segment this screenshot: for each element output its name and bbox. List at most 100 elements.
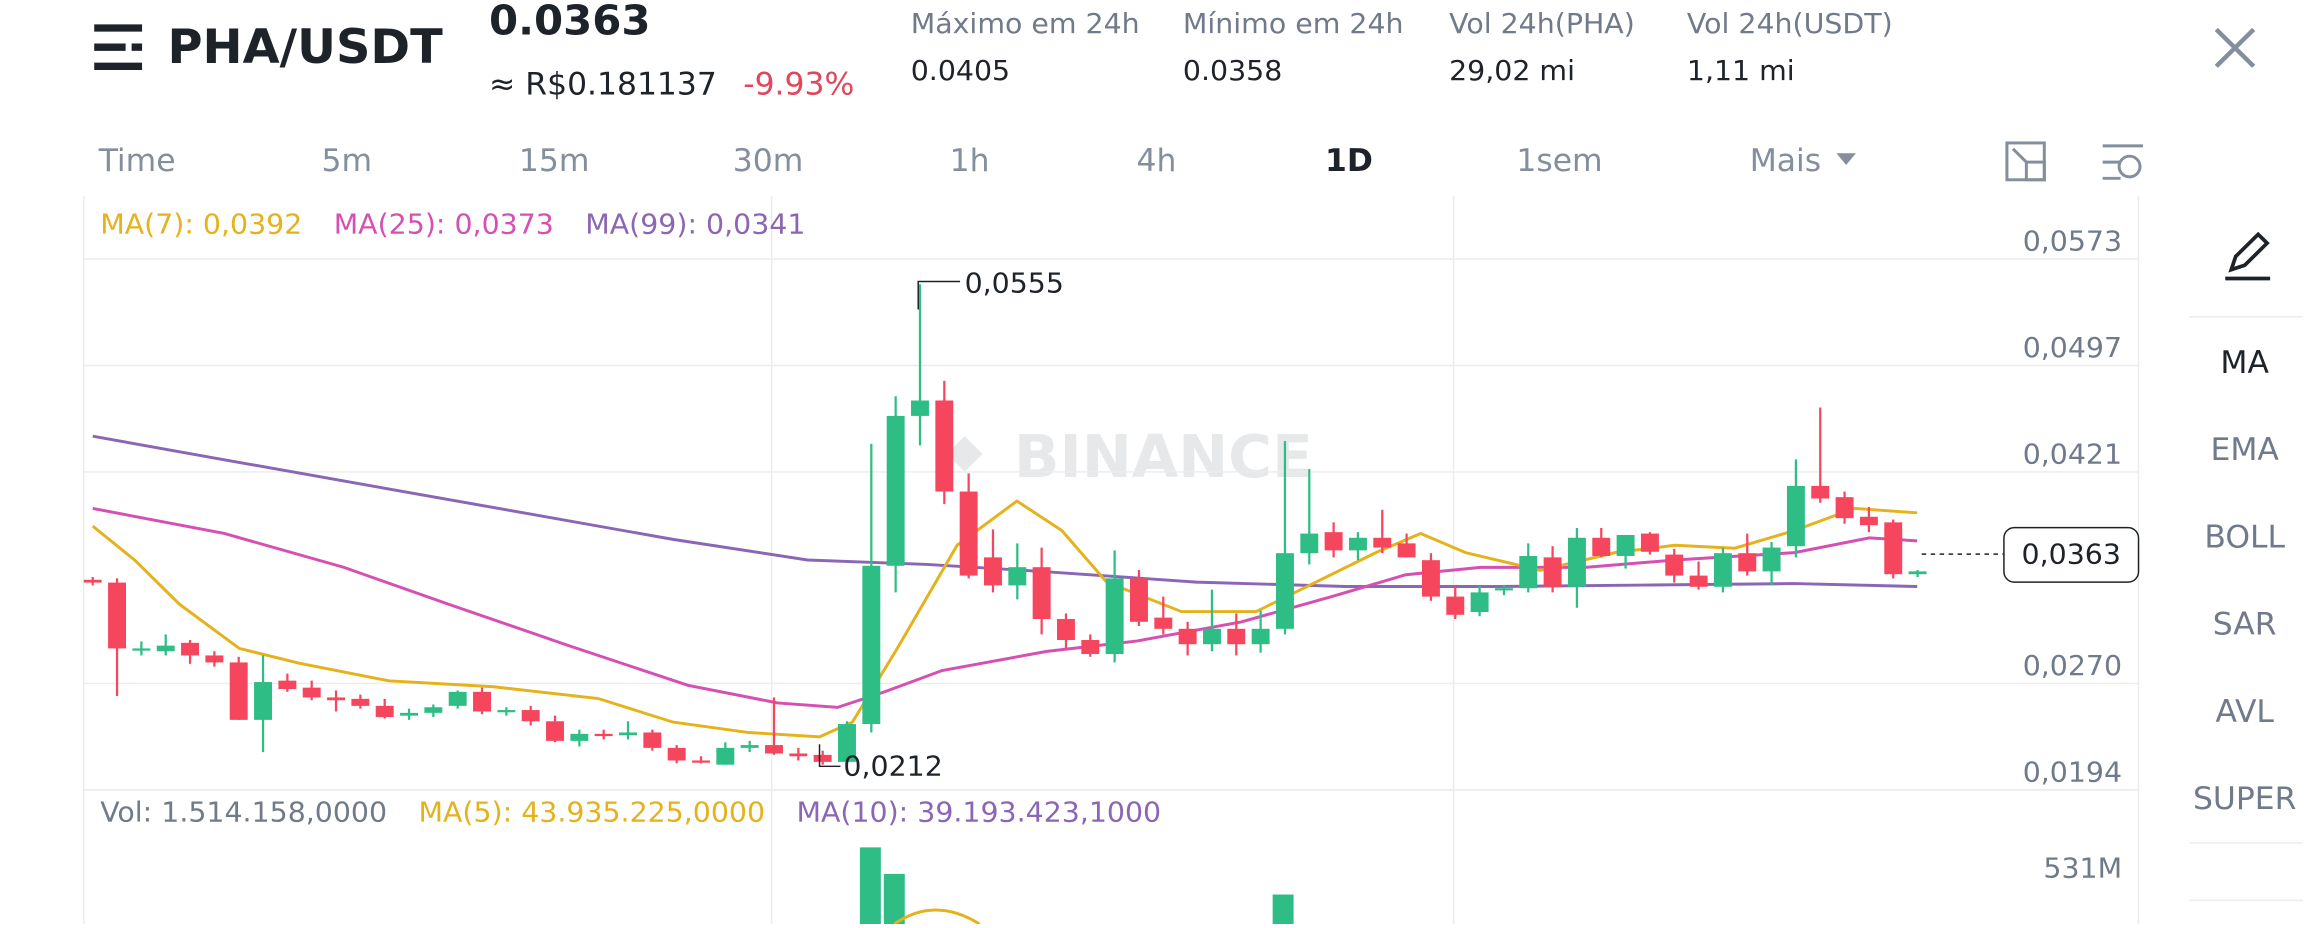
- candle-body: [1251, 628, 1270, 645]
- candle-body: [1470, 592, 1489, 613]
- candle-body: [1324, 532, 1343, 551]
- candle-body: [497, 710, 516, 713]
- settings-icon[interactable]: [2102, 144, 2144, 180]
- candle-body: [1494, 588, 1513, 591]
- timeframe-tab[interactable]: 30m: [733, 143, 804, 179]
- candle-body: [1884, 522, 1903, 575]
- candle-body: [1616, 534, 1635, 556]
- volume-label: MA(5): 43.935.225,0000: [418, 796, 765, 829]
- candle-body: [473, 691, 491, 712]
- candle-body: [156, 645, 175, 652]
- candle-body: [959, 491, 978, 576]
- candle-body: [1786, 485, 1805, 547]
- candle-body: [1397, 543, 1416, 558]
- low-pointer: [818, 744, 841, 768]
- timeframe-tab[interactable]: Mais: [1750, 143, 1821, 179]
- candle-body: [1519, 555, 1538, 589]
- dropdown-arrow: [1836, 153, 1856, 166]
- candle-body: [1373, 537, 1392, 548]
- candle-body: [789, 753, 808, 757]
- candle-body: [1348, 537, 1367, 551]
- indicator-tab[interactable]: BOLL: [2204, 520, 2285, 556]
- candle-body: [351, 698, 370, 706]
- stat-label: Vol 24h(PHA): [1449, 7, 1635, 40]
- candle-body: [1202, 628, 1221, 645]
- indicator-tab[interactable]: AVL: [2215, 694, 2274, 730]
- candle-body: [108, 582, 127, 649]
- timeframe-tab[interactable]: Time: [98, 143, 176, 179]
- draw-icon[interactable]: [2225, 231, 2271, 281]
- candle-body: [1178, 628, 1197, 645]
- menu-icon[interactable]: [94, 24, 143, 70]
- ma25-line: [92, 506, 1918, 709]
- price: 0.0363: [489, 0, 651, 44]
- indicator-tab[interactable]: MA: [2220, 345, 2269, 381]
- candle-body: [448, 691, 467, 706]
- candle-body: [1081, 640, 1100, 655]
- y-tick-label: 0,0270: [2023, 649, 2122, 682]
- candle-body: [83, 579, 102, 583]
- candle-body: [1543, 557, 1562, 587]
- candle-body: [1446, 596, 1465, 615]
- candle-body: [546, 721, 564, 741]
- volume-bars: [859, 847, 1294, 924]
- candle-body: [1105, 578, 1124, 655]
- candle-body: [1640, 533, 1659, 552]
- timeframe-tab[interactable]: 15m: [519, 143, 590, 179]
- indicator-tab[interactable]: SUPER: [2193, 781, 2296, 817]
- candle-body: [886, 415, 905, 566]
- y-tick-label: 0,0497: [2023, 331, 2122, 364]
- candle-body: [1567, 537, 1586, 587]
- timeframe-tab[interactable]: 4h: [1137, 143, 1177, 179]
- pair[interactable]: PHA/USDT: [167, 20, 443, 75]
- candle-body: [132, 648, 151, 651]
- volume-label: MA(10): 39.193.423,1000: [796, 796, 1161, 829]
- close-button[interactable]: [2214, 27, 2256, 68]
- timeframe-tab[interactable]: 5m: [322, 143, 373, 179]
- candle-body: [570, 733, 589, 741]
- candle-body: [278, 680, 297, 690]
- last-price-box: [2003, 526, 2140, 583]
- candle-body: [1008, 567, 1027, 586]
- candle-body: [935, 400, 954, 492]
- candle-body: [1859, 516, 1878, 526]
- candle-body: [1056, 619, 1075, 641]
- candle-body: [1592, 537, 1611, 556]
- candle-body: [862, 565, 881, 725]
- candle-body: [1129, 578, 1148, 622]
- stat-label: Vol 24h(USDT): [1687, 7, 1893, 40]
- volume-label: Vol: 1.514.158,0000: [100, 796, 387, 829]
- candle-body: [667, 747, 686, 761]
- candle-body: [716, 747, 735, 765]
- candle-body: [1762, 547, 1781, 572]
- fullscreen-icon[interactable]: [2005, 141, 2046, 182]
- stat-label: Mínimo em 24h: [1183, 7, 1404, 40]
- stat-value: 29,02 mi: [1449, 54, 1575, 87]
- timeframe-tab[interactable]: 1D: [1325, 143, 1373, 179]
- candle-body: [1032, 567, 1051, 620]
- candle-body: [229, 662, 248, 720]
- indicator-label: MA(99): 0,0341: [585, 208, 805, 241]
- candle-body: [1689, 575, 1708, 587]
- indicator-label: MA(7): 0,0392: [100, 208, 302, 241]
- candle-body: [400, 712, 418, 716]
- y-tick-label: 0,0573: [2023, 225, 2122, 258]
- indicator-tab[interactable]: SAR: [2213, 607, 2277, 643]
- candle-body: [692, 760, 710, 763]
- timeframe-tab[interactable]: 1sem: [1516, 143, 1602, 179]
- candle-body: [740, 745, 759, 748]
- candle-body: [1738, 553, 1757, 572]
- indicator-tab[interactable]: EMA: [2211, 432, 2280, 468]
- watermark-logo: [946, 436, 983, 472]
- high-label: 0,0555: [965, 267, 1064, 300]
- candle-body: [1713, 553, 1732, 587]
- candle-body: [302, 687, 321, 698]
- timeframe-tab[interactable]: 1h: [950, 143, 990, 179]
- candle-body: [1154, 617, 1173, 629]
- stat-value: 0.0358: [1183, 54, 1282, 87]
- candle-body: [838, 724, 856, 762]
- candle-body: [1275, 553, 1294, 629]
- watermark: BINANCE: [1014, 424, 1313, 493]
